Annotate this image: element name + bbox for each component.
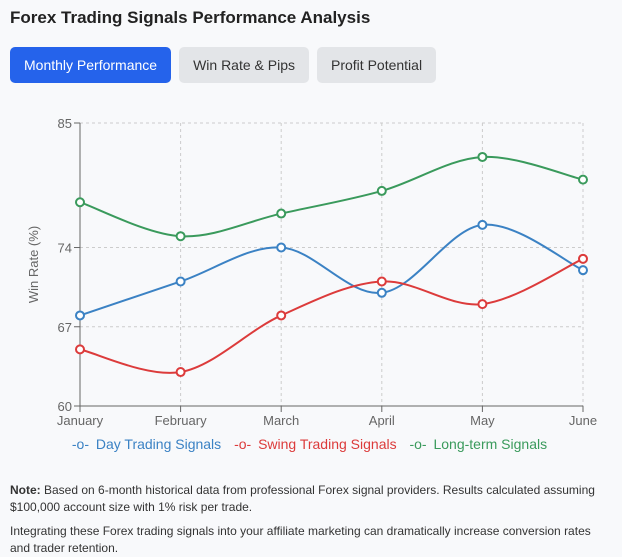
series-line-1 [79, 257, 584, 374]
note-label: Note: [10, 483, 41, 497]
data-point [578, 174, 588, 185]
note-text: Based on 6-month historical data from pr… [10, 483, 595, 514]
x-tick-label: April [369, 413, 395, 428]
tab-monthly-performance[interactable]: Monthly Performance [10, 47, 172, 83]
x-tick-label: May [470, 413, 495, 428]
data-point [175, 231, 186, 242]
data-point [477, 299, 488, 310]
data-point [75, 344, 85, 355]
data-point [276, 310, 287, 321]
data-point [376, 276, 387, 287]
data-point [376, 185, 387, 196]
x-tick-label: March [263, 413, 299, 428]
y-axis-label: Win Rate (%) [26, 226, 41, 303]
y-tick-label: 67 [58, 320, 72, 335]
x-tick-label: June [569, 413, 597, 428]
data-point [276, 242, 287, 253]
series-line-0 [79, 223, 584, 317]
data-point [175, 276, 186, 287]
series-line-2 [79, 155, 584, 238]
tab-profit-potential[interactable]: Profit Potential [317, 47, 437, 83]
page-title: Forex Trading Signals Performance Analys… [10, 8, 371, 27]
y-tick-label: 85 [58, 116, 72, 131]
legend: -o- Day Trading Signals -o- Swing Tradin… [0, 436, 622, 452]
data-point [276, 208, 287, 219]
data-point [75, 197, 85, 208]
data-point [175, 367, 186, 378]
tab-bar: Monthly Performance Win Rate & Pips Prof… [10, 47, 437, 83]
data-point [376, 287, 387, 298]
x-tick-label: February [155, 413, 208, 428]
data-point [578, 253, 588, 264]
legend-swing-trading[interactable]: -o- Swing Trading Signals [234, 436, 397, 452]
y-tick-label: 60 [58, 399, 72, 414]
footer-text: Integrating these Forex trading signals … [10, 524, 591, 555]
tab-win-rate-pips[interactable]: Win Rate & Pips [179, 47, 309, 83]
data-point [75, 310, 85, 321]
data-point [477, 219, 488, 230]
data-point [477, 151, 488, 162]
note: Note: Based on 6-month historical data f… [10, 482, 610, 516]
legend-long-term[interactable]: -o- Long-term Signals [409, 436, 548, 452]
legend-day-trading[interactable]: -o- Day Trading Signals [71, 436, 222, 452]
line-chart: 60 67 74 85 January February March April May June… [26, 116, 597, 428]
data-point [578, 265, 588, 276]
y-tick-label: 74 [58, 241, 72, 256]
x-tick-label: January [57, 413, 104, 428]
